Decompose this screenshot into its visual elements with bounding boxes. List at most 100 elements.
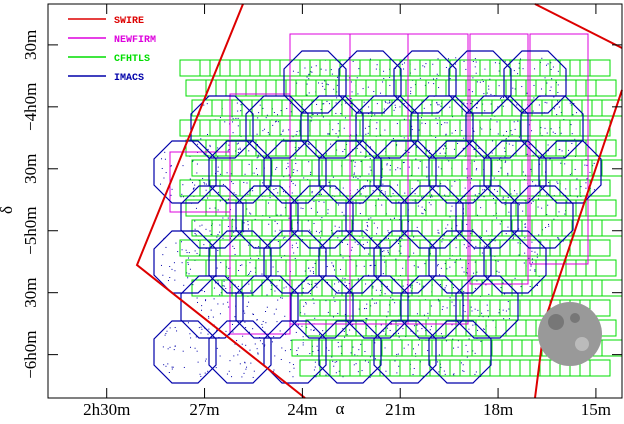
cfhtls-field bbox=[579, 179, 611, 197]
source-dot bbox=[284, 236, 286, 238]
source-dot bbox=[310, 329, 312, 331]
cfhtls-field bbox=[279, 239, 311, 257]
cfhtls-field bbox=[531, 159, 563, 177]
source-dot bbox=[380, 92, 382, 94]
source-dot bbox=[517, 120, 519, 122]
cfhtls-field bbox=[319, 179, 351, 197]
source-dot bbox=[507, 174, 509, 176]
cfhtls-field bbox=[331, 219, 363, 237]
source-dot bbox=[181, 262, 183, 264]
cfhtls-field bbox=[519, 359, 551, 377]
source-dot bbox=[325, 300, 327, 302]
source-dot bbox=[282, 130, 284, 132]
source-dot bbox=[270, 288, 272, 290]
source-dot bbox=[208, 317, 210, 319]
source-dot bbox=[437, 264, 439, 266]
source-dot bbox=[476, 168, 478, 170]
source-dot bbox=[336, 97, 338, 99]
source-dot bbox=[341, 241, 343, 243]
source-dot bbox=[362, 237, 364, 239]
source-dot bbox=[337, 136, 339, 138]
source-dot bbox=[297, 324, 299, 326]
source-dot bbox=[160, 183, 162, 185]
source-dot bbox=[176, 330, 178, 332]
source-dot bbox=[530, 264, 532, 266]
cfhtls-field bbox=[179, 179, 211, 197]
cfhtls-field bbox=[439, 299, 471, 317]
y-tick-label: 30m bbox=[21, 278, 40, 308]
source-dot bbox=[525, 226, 527, 228]
cfhtls-field bbox=[379, 119, 411, 137]
source-dot bbox=[463, 137, 465, 139]
source-dot bbox=[427, 350, 429, 352]
source-dot bbox=[398, 250, 400, 252]
source-dot bbox=[520, 109, 522, 111]
source-dot bbox=[294, 157, 296, 159]
source-dot bbox=[576, 196, 578, 198]
source-dot bbox=[499, 98, 501, 100]
cfhtls-field bbox=[451, 219, 483, 237]
source-dot bbox=[264, 344, 266, 346]
source-dot bbox=[498, 271, 500, 273]
source-dot bbox=[194, 232, 196, 234]
source-dot bbox=[421, 206, 423, 208]
source-dot bbox=[470, 240, 472, 242]
source-dot bbox=[504, 60, 506, 62]
source-dot bbox=[247, 220, 249, 222]
source-dot bbox=[360, 160, 362, 162]
source-dot bbox=[161, 158, 163, 160]
source-dot bbox=[304, 67, 306, 69]
source-dot bbox=[232, 331, 234, 333]
source-dot bbox=[302, 344, 304, 346]
source-dot bbox=[240, 104, 242, 106]
cfhtls-field bbox=[185, 139, 217, 157]
source-dot bbox=[393, 109, 395, 111]
source-dot bbox=[463, 370, 465, 372]
source-dot bbox=[199, 113, 201, 115]
source-dot bbox=[394, 360, 396, 362]
source-dot bbox=[423, 208, 425, 210]
source-dot bbox=[381, 190, 383, 192]
source-dot bbox=[511, 134, 513, 136]
source-dot bbox=[444, 122, 446, 124]
source-dot bbox=[437, 104, 439, 106]
source-dot bbox=[164, 158, 166, 160]
source-dot bbox=[412, 348, 414, 350]
source-dot bbox=[360, 151, 362, 153]
source-dot bbox=[243, 372, 245, 374]
source-dot bbox=[334, 269, 336, 271]
cfhtls-field bbox=[251, 159, 283, 177]
cfhtls-field bbox=[239, 59, 271, 77]
source-dot bbox=[477, 309, 479, 311]
source-dot bbox=[513, 121, 515, 123]
source-dot bbox=[296, 82, 298, 84]
source-dot bbox=[494, 62, 496, 64]
source-dot bbox=[209, 230, 211, 232]
source-dot bbox=[382, 273, 384, 275]
source-dot bbox=[424, 66, 426, 68]
source-dot bbox=[291, 192, 293, 194]
cfhtls-field bbox=[291, 219, 323, 237]
source-dot bbox=[206, 103, 208, 105]
source-dot bbox=[534, 251, 536, 253]
source-dot bbox=[303, 305, 305, 307]
source-dot bbox=[461, 267, 463, 269]
source-dot bbox=[353, 364, 355, 366]
source-dot bbox=[219, 313, 221, 315]
source-dot bbox=[197, 143, 199, 145]
source-dot bbox=[453, 148, 455, 150]
source-dot bbox=[370, 111, 372, 113]
source-dot bbox=[285, 192, 287, 194]
source-dot bbox=[504, 204, 506, 206]
source-dot bbox=[311, 66, 313, 68]
source-dot bbox=[321, 82, 323, 84]
cfhtls-field bbox=[425, 319, 457, 337]
imacs-field bbox=[208, 230, 272, 294]
source-dot bbox=[261, 323, 263, 325]
source-dot bbox=[343, 330, 345, 332]
source-dot bbox=[545, 227, 547, 229]
source-dot bbox=[457, 143, 459, 145]
source-dot bbox=[294, 184, 296, 186]
source-dot bbox=[226, 172, 228, 174]
source-dot bbox=[277, 241, 279, 243]
